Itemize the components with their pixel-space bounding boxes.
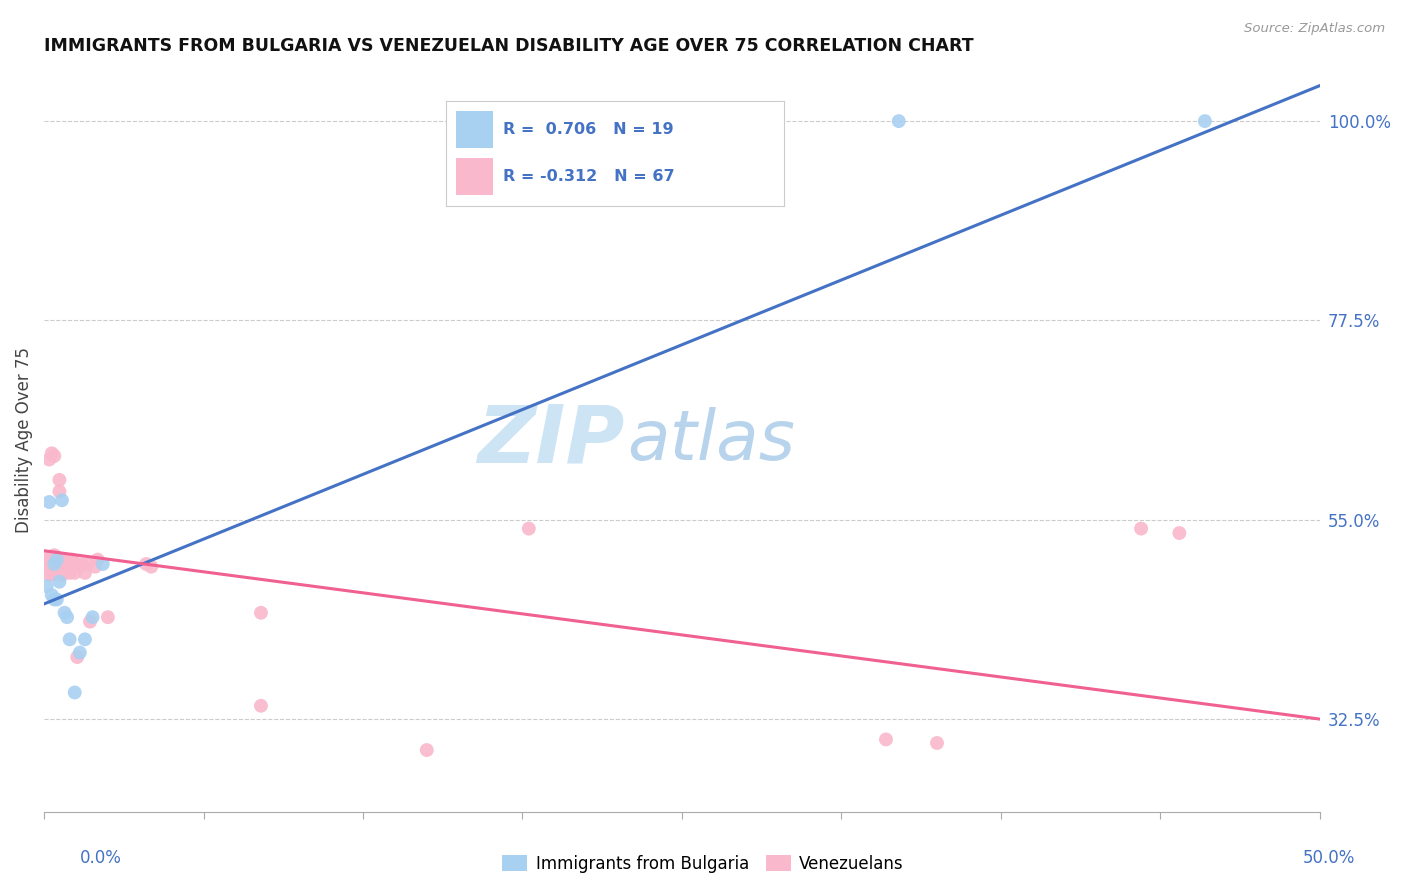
Point (51, 557, 73, 571)
Point (51, 559, 73, 574)
Point (45, 557, 67, 571)
Point (60, 557, 83, 571)
Point (60, 559, 83, 574)
Point (48, 558, 70, 573)
Point (53, 557, 76, 571)
Text: atlas: atlas (627, 407, 794, 474)
Point (44, 548, 66, 562)
Point (250, 698, 273, 713)
Point (56, 552, 79, 566)
Point (53, 552, 76, 566)
Point (86, 552, 108, 566)
Point (38, 559, 60, 574)
Text: 50.0%: 50.0% (1302, 849, 1355, 867)
Point (38, 552, 60, 566)
Text: 0.0%: 0.0% (80, 849, 122, 867)
Point (35, 549, 58, 564)
Point (69, 559, 91, 574)
Point (59, 559, 82, 574)
Point (44, 564, 66, 578)
Point (63, 566, 86, 580)
Point (44, 449, 66, 463)
Point (141, 559, 163, 574)
Point (44, 559, 66, 574)
Point (1194, 114, 1216, 128)
Point (66, 557, 89, 571)
Point (41, 567, 63, 582)
Y-axis label: Disability Age Over 75: Disability Age Over 75 (15, 347, 32, 533)
Point (59, 632, 82, 647)
Point (56, 557, 79, 571)
Point (1130, 522, 1153, 536)
Text: IMMIGRANTS FROM BULGARIA VS VENEZUELAN DISABILITY AGE OVER 75 CORRELATION CHART: IMMIGRANTS FROM BULGARIA VS VENEZUELAN D… (44, 37, 974, 55)
Point (41, 549, 63, 564)
Point (48, 484, 70, 499)
Point (250, 606, 273, 620)
Point (53, 559, 76, 574)
Point (59, 566, 82, 580)
Point (56, 559, 79, 574)
Point (63, 557, 86, 571)
Point (45, 592, 67, 607)
Point (1168, 526, 1191, 541)
Point (416, 743, 439, 757)
Point (48, 473, 70, 487)
Point (60, 552, 83, 566)
Point (925, 736, 948, 750)
Point (45, 554, 67, 568)
Point (76, 557, 98, 571)
Point (51, 552, 73, 566)
Point (543, 815, 565, 830)
Point (44, 557, 66, 571)
Point (72, 557, 94, 571)
Point (38, 567, 60, 582)
Point (45, 559, 67, 574)
Point (517, 522, 540, 536)
Point (63, 685, 86, 699)
Point (91, 557, 114, 571)
Point (35, 561, 58, 575)
Point (73, 632, 96, 647)
Point (79, 615, 101, 629)
Point (875, 732, 897, 747)
Point (887, 114, 910, 128)
Point (69, 646, 91, 660)
Point (38, 495, 60, 509)
Point (41, 446, 63, 460)
Point (44, 553, 66, 567)
Point (73, 566, 96, 580)
Point (45, 552, 67, 566)
Point (53, 566, 76, 580)
Point (51, 567, 73, 582)
Text: ZIP: ZIP (477, 401, 624, 479)
Point (35, 557, 58, 571)
Point (66, 650, 89, 665)
Point (97, 610, 120, 624)
Point (35, 579, 58, 593)
Point (56, 610, 79, 624)
Point (53, 606, 76, 620)
Legend: Immigrants from Bulgaria, Venezuelans: Immigrants from Bulgaria, Venezuelans (496, 848, 910, 880)
Point (82, 610, 104, 624)
Point (48, 574, 70, 589)
Point (45, 549, 67, 564)
Text: Source: ZipAtlas.com: Source: ZipAtlas.com (1244, 22, 1385, 36)
Point (45, 566, 67, 580)
Point (51, 493, 73, 508)
Point (41, 559, 63, 574)
Point (44, 557, 66, 571)
Point (41, 588, 63, 602)
Point (38, 452, 60, 467)
Point (44, 592, 66, 607)
Point (84, 559, 107, 574)
Point (135, 557, 157, 571)
Point (48, 551, 70, 566)
Point (59, 557, 82, 571)
Point (41, 552, 63, 566)
